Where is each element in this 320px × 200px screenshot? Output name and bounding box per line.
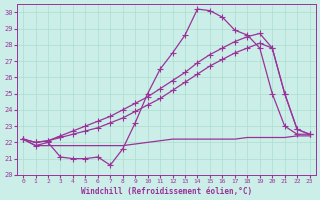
X-axis label: Windchill (Refroidissement éolien,°C): Windchill (Refroidissement éolien,°C) bbox=[81, 187, 252, 196]
